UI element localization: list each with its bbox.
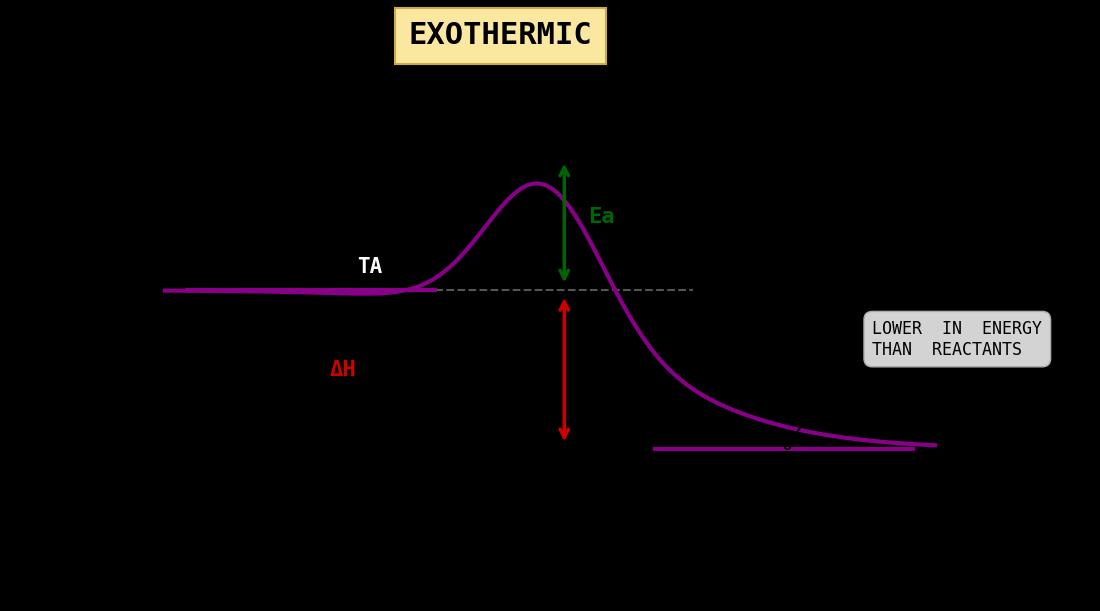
Text: Ea: Ea — [588, 207, 615, 227]
Text: TA: TA — [358, 257, 383, 277]
Text: ΔH: ΔH — [330, 360, 356, 379]
Text: LOWER  IN  ENERGY
THAN  REACTANTS: LOWER IN ENERGY THAN REACTANTS — [872, 320, 1043, 359]
Ellipse shape — [104, 99, 962, 611]
Text: EXOTHERMIC: EXOTHERMIC — [408, 21, 593, 50]
